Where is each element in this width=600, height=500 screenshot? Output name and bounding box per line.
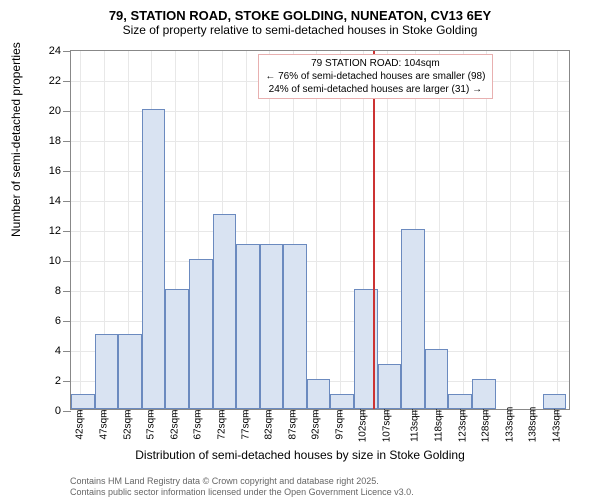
- grid-line-vertical: [557, 51, 558, 409]
- x-tick-label: 102sqm: [358, 407, 369, 443]
- y-tick-label: 16: [49, 165, 61, 177]
- footer-line2: Contains public sector information licen…: [70, 487, 414, 498]
- histogram-bar: [448, 394, 472, 409]
- x-tick-label: 52sqm: [122, 409, 133, 439]
- y-tick: [63, 381, 71, 382]
- x-tick-label: 47sqm: [99, 409, 110, 439]
- chart-title-sub: Size of property relative to semi-detach…: [0, 23, 600, 37]
- y-axis-title: Number of semi-detached properties: [9, 42, 23, 237]
- y-tick: [63, 81, 71, 82]
- y-tick-label: 20: [49, 105, 61, 117]
- chart-title-main: 79, STATION ROAD, STOKE GOLDING, NUNEATO…: [0, 8, 600, 23]
- y-tick: [63, 411, 71, 412]
- histogram-bar: [71, 394, 95, 409]
- y-tick-label: 6: [55, 315, 61, 327]
- y-tick: [63, 141, 71, 142]
- x-tick-label: 62sqm: [169, 409, 180, 439]
- x-tick-label: 42sqm: [75, 409, 86, 439]
- histogram-bar: [95, 334, 119, 409]
- y-tick: [63, 261, 71, 262]
- y-tick: [63, 321, 71, 322]
- y-tick: [63, 111, 71, 112]
- histogram-bar: [378, 364, 402, 409]
- annotation-line: 79 STATION ROAD: 104sqm: [265, 57, 486, 70]
- x-tick-label: 82sqm: [264, 409, 275, 439]
- y-tick: [63, 201, 71, 202]
- histogram-bar: [260, 244, 284, 409]
- x-tick-label: 113sqm: [410, 407, 421, 442]
- histogram-bar: [307, 379, 331, 409]
- y-tick-label: 10: [49, 255, 61, 267]
- annotation-line: 24% of semi-detached houses are larger (…: [265, 83, 486, 96]
- y-tick: [63, 291, 71, 292]
- annotation-line: ← 76% of semi-detached houses are smalle…: [265, 70, 486, 83]
- histogram-bar: [543, 394, 567, 409]
- histogram-bar: [165, 289, 189, 409]
- histogram-bar: [283, 244, 307, 409]
- chart-title-block: 79, STATION ROAD, STOKE GOLDING, NUNEATO…: [0, 0, 600, 41]
- y-tick-label: 12: [49, 225, 61, 237]
- x-tick-label: 67sqm: [193, 409, 204, 439]
- grid-line-vertical: [387, 51, 388, 409]
- x-tick-label: 128sqm: [481, 407, 492, 443]
- histogram-bar: [330, 394, 354, 409]
- histogram-bar: [142, 109, 166, 409]
- histogram-bar: [213, 214, 237, 409]
- y-tick-label: 0: [55, 405, 61, 417]
- x-axis-title: Distribution of semi-detached houses by …: [0, 448, 600, 462]
- y-tick: [63, 171, 71, 172]
- y-tick-label: 22: [49, 75, 61, 87]
- x-tick-label: 87sqm: [287, 409, 298, 439]
- x-tick-label: 72sqm: [216, 409, 227, 439]
- annotation-box: 79 STATION ROAD: 104sqm← 76% of semi-det…: [258, 54, 493, 99]
- grid-line-vertical: [510, 51, 511, 409]
- x-tick-label: 92sqm: [311, 409, 322, 439]
- footer-line1: Contains HM Land Registry data © Crown c…: [70, 476, 414, 487]
- grid-line-vertical: [316, 51, 317, 409]
- footer-attribution: Contains HM Land Registry data © Crown c…: [70, 476, 414, 498]
- histogram-bar: [118, 334, 142, 409]
- histogram-bar: [189, 259, 213, 409]
- x-tick-label: 133sqm: [504, 407, 515, 443]
- x-tick-label: 123sqm: [457, 407, 468, 443]
- histogram-bar: [401, 229, 425, 409]
- property-marker-line: [373, 51, 375, 409]
- grid-line-vertical: [340, 51, 341, 409]
- y-tick-label: 2: [55, 375, 61, 387]
- x-tick-label: 138sqm: [528, 407, 539, 443]
- x-tick-label: 107sqm: [382, 407, 393, 443]
- grid-line-vertical: [80, 51, 81, 409]
- histogram-bar: [472, 379, 496, 409]
- y-tick: [63, 351, 71, 352]
- y-tick-label: 8: [55, 285, 61, 297]
- chart-plot-area: 02468101214161820222442sqm47sqm52sqm57sq…: [70, 50, 570, 410]
- y-tick-label: 24: [49, 45, 61, 57]
- x-tick-label: 143sqm: [551, 407, 562, 443]
- y-tick-label: 14: [49, 195, 61, 207]
- x-tick-label: 118sqm: [433, 407, 444, 442]
- y-tick-label: 4: [55, 345, 61, 357]
- y-tick-label: 18: [49, 135, 61, 147]
- histogram-bar: [236, 244, 260, 409]
- grid-line-vertical: [486, 51, 487, 409]
- x-tick-label: 57sqm: [146, 409, 157, 439]
- y-tick: [63, 51, 71, 52]
- y-tick: [63, 231, 71, 232]
- x-tick-label: 77sqm: [240, 409, 251, 439]
- histogram-bar: [425, 349, 449, 409]
- grid-line-vertical: [463, 51, 464, 409]
- x-tick-label: 97sqm: [334, 409, 345, 439]
- grid-line-vertical: [533, 51, 534, 409]
